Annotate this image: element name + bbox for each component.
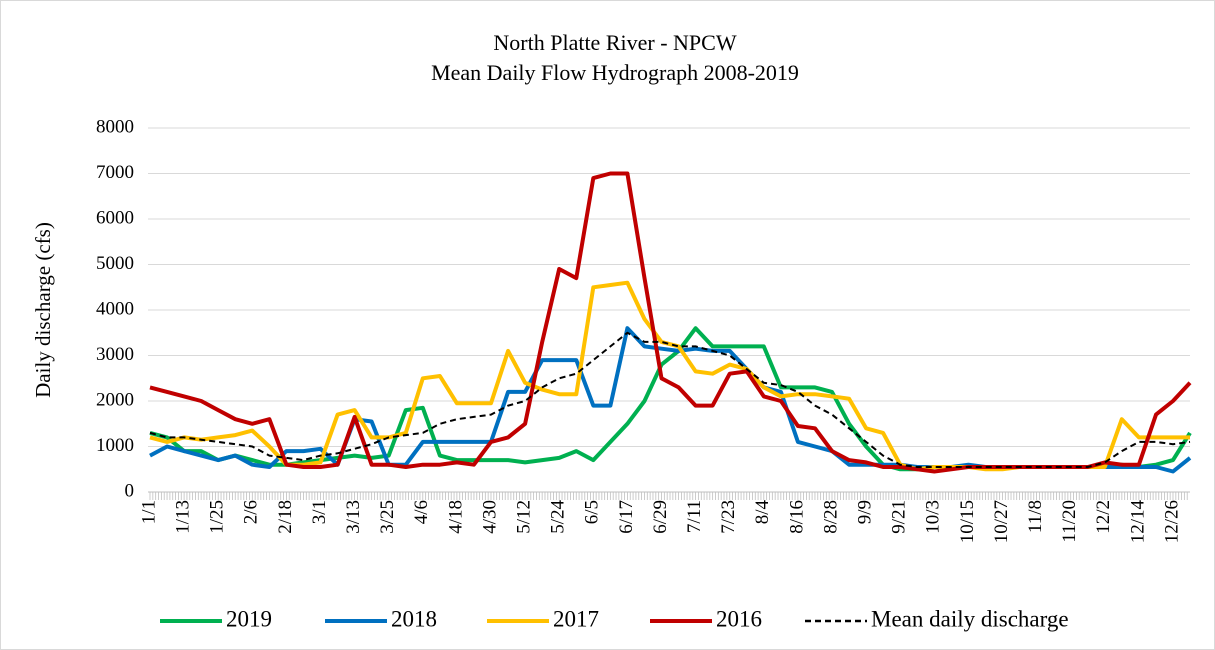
x-tick-label: 2/18 bbox=[275, 500, 296, 534]
x-tick-label: 5/12 bbox=[513, 500, 534, 534]
x-tick-label: 11/20 bbox=[1059, 500, 1080, 543]
x-tick-label: 7/11 bbox=[684, 500, 705, 533]
x-tick-label: 6/17 bbox=[616, 500, 637, 534]
x-tick-label: 2/6 bbox=[241, 500, 262, 524]
x-tick-label: 9/9 bbox=[854, 500, 875, 524]
x-tick-label: 12/2 bbox=[1093, 500, 1114, 534]
y-tick-label: 2000 bbox=[96, 389, 134, 410]
legend-label: 2016 bbox=[716, 606, 762, 631]
x-tick-label: 10/27 bbox=[991, 500, 1012, 543]
y-tick-label: 6000 bbox=[96, 207, 134, 228]
x-tick-label: 5/24 bbox=[548, 500, 569, 534]
x-tick-label: 8/16 bbox=[786, 500, 807, 534]
chart-subtitle: Mean Daily Flow Hydrograph 2008-2019 bbox=[431, 60, 799, 85]
legend-label: Mean daily discharge bbox=[871, 606, 1069, 631]
x-tick-label: 8/28 bbox=[820, 500, 841, 534]
y-tick-label: 4000 bbox=[96, 298, 134, 319]
x-tick-label: 4/18 bbox=[445, 500, 466, 534]
y-tick-label: 7000 bbox=[96, 162, 134, 183]
x-tick-label: 1/25 bbox=[207, 500, 228, 534]
y-tick-label: 5000 bbox=[96, 253, 134, 274]
x-tick-label: 6/5 bbox=[582, 500, 603, 524]
x-tick-label: 3/25 bbox=[377, 500, 398, 534]
y-axis-label: Daily discharge (cfs) bbox=[31, 222, 55, 398]
x-tick-label: 1/13 bbox=[172, 500, 193, 534]
x-tick-label: 6/29 bbox=[650, 500, 671, 534]
x-tick-label: 4/6 bbox=[411, 500, 432, 524]
x-tick-label: 3/1 bbox=[309, 500, 330, 524]
x-tick-label: 12/14 bbox=[1127, 500, 1148, 544]
x-tick-label: 1/1 bbox=[138, 500, 159, 524]
x-tick-label: 10/15 bbox=[957, 500, 978, 543]
legend-label: 2017 bbox=[553, 606, 599, 631]
chart-title: North Platte River - NPCW bbox=[493, 30, 736, 55]
x-tick-label: 4/30 bbox=[479, 500, 500, 534]
y-tick-label: 8000 bbox=[96, 116, 134, 137]
legend-label: 2018 bbox=[391, 606, 437, 631]
y-tick-label: 1000 bbox=[96, 435, 134, 456]
x-tick-label: 12/26 bbox=[1161, 500, 1182, 543]
y-tick-label: 0 bbox=[125, 480, 135, 501]
x-tick-label: 10/3 bbox=[923, 500, 944, 534]
series-line bbox=[149, 331, 1191, 468]
legend-label: 2019 bbox=[226, 606, 272, 631]
x-tick-label: 7/23 bbox=[718, 500, 739, 534]
x-tick-label: 8/4 bbox=[752, 500, 773, 525]
x-tick-label: 9/21 bbox=[889, 500, 910, 534]
y-tick-label: 3000 bbox=[96, 344, 134, 365]
x-tick-label: 11/8 bbox=[1025, 500, 1046, 533]
x-tick-label: 3/13 bbox=[343, 500, 364, 534]
